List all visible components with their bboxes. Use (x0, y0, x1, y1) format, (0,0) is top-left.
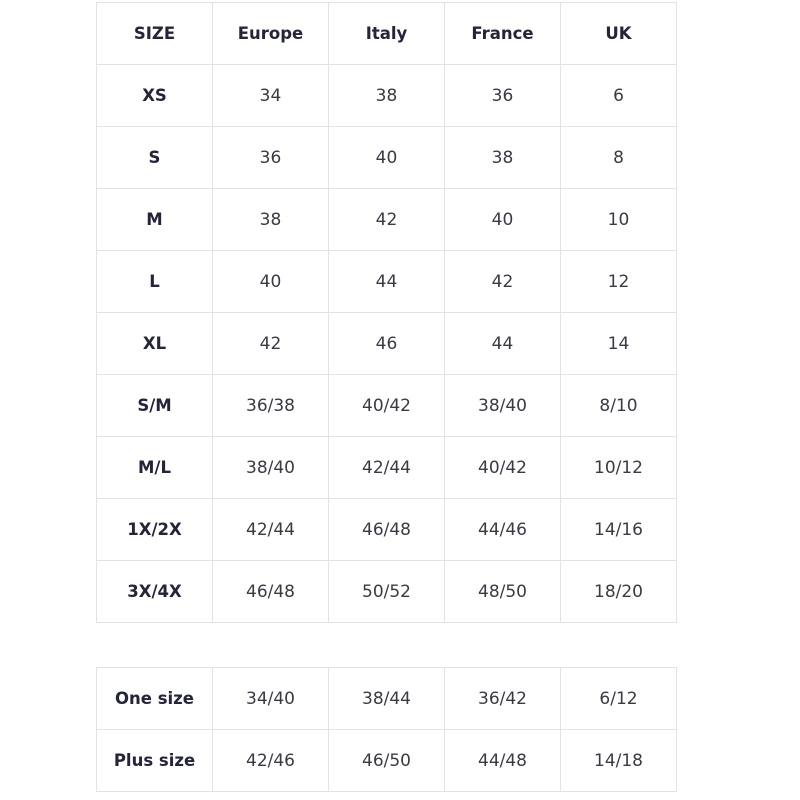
size-value-cell: 44/46 (444, 498, 561, 561)
size-value-cell: 36 (212, 126, 329, 189)
size-value-cell: 44/48 (444, 729, 561, 792)
size-value-cell: 42/44 (328, 436, 445, 499)
size-value-cell: 38/40 (444, 374, 561, 437)
size-label-cell: XL (96, 312, 213, 375)
size-value-cell: 46/50 (328, 729, 445, 792)
size-label-cell: Plus size (96, 729, 213, 792)
size-value-cell: 40 (444, 188, 561, 251)
column-header: UK (560, 2, 677, 65)
size-value-cell: 44 (444, 312, 561, 375)
size-label-cell: 1X/2X (96, 498, 213, 561)
size-value-cell: 40/42 (444, 436, 561, 499)
size-value-cell: 14/18 (560, 729, 677, 792)
size-label-cell: One size (96, 667, 213, 730)
size-value-cell: 42/46 (212, 729, 329, 792)
size-value-cell: 48/50 (444, 560, 561, 623)
table-row: One size 34/40 38/44 36/42 6/12 (96, 667, 677, 730)
table-row: 1X/2X 42/44 46/48 44/46 14/16 (96, 498, 677, 561)
size-label-cell: S/M (96, 374, 213, 437)
size-value-cell: 42 (444, 250, 561, 313)
size-value-cell: 36/42 (444, 667, 561, 730)
size-value-cell: 46/48 (212, 560, 329, 623)
size-label-cell: M (96, 188, 213, 251)
size-label-cell: XS (96, 64, 213, 127)
special-sizes-table: One size 34/40 38/44 36/42 6/12 Plus size 42/4… (96, 667, 677, 792)
size-value-cell: 44 (328, 250, 445, 313)
size-value-cell: 38/44 (328, 667, 445, 730)
size-value-cell: 38 (444, 126, 561, 189)
size-value-cell: 34 (212, 64, 329, 127)
column-header: France (444, 2, 561, 65)
size-value-cell: 14 (560, 312, 677, 375)
size-value-cell: 6 (560, 64, 677, 127)
size-value-cell: 42/44 (212, 498, 329, 561)
table-row: XS 34 38 36 6 (96, 64, 677, 127)
size-value-cell: 6/12 (560, 667, 677, 730)
table-row: XL 42 46 44 14 (96, 312, 677, 375)
size-value-cell: 38/40 (212, 436, 329, 499)
size-value-cell: 8/10 (560, 374, 677, 437)
table-row: S 36 40 38 8 (96, 126, 677, 189)
size-value-cell: 8 (560, 126, 677, 189)
size-value-cell: 38 (212, 188, 329, 251)
size-label-cell: L (96, 250, 213, 313)
column-header: SIZE (96, 2, 213, 65)
size-value-cell: 14/16 (560, 498, 677, 561)
size-value-cell: 42 (328, 188, 445, 251)
size-value-cell: 40 (328, 126, 445, 189)
table-row: S/M 36/38 40/42 38/40 8/10 (96, 374, 677, 437)
table-row: L 40 44 42 12 (96, 250, 677, 313)
size-conversion-table: SIZE Europe Italy France UK XS 34 38 36 6 S 36 40 38 8… (96, 2, 677, 623)
column-header: Italy (328, 2, 445, 65)
size-value-cell: 46 (328, 312, 445, 375)
size-value-cell: 34/40 (212, 667, 329, 730)
size-value-cell: 36/38 (212, 374, 329, 437)
size-value-cell: 40/42 (328, 374, 445, 437)
size-value-cell: 40 (212, 250, 329, 313)
column-header: Europe (212, 2, 329, 65)
size-value-cell: 42 (212, 312, 329, 375)
size-label-cell: S (96, 126, 213, 189)
size-value-cell: 12 (560, 250, 677, 313)
table-row: 3X/4X 46/48 50/52 48/50 18/20 (96, 560, 677, 623)
table-row: Plus size 42/46 46/50 44/48 14/18 (96, 729, 677, 792)
size-value-cell: 46/48 (328, 498, 445, 561)
size-value-cell: 18/20 (560, 560, 677, 623)
table-row: M 38 42 40 10 (96, 188, 677, 251)
size-label-cell: 3X/4X (96, 560, 213, 623)
size-value-cell: 10 (560, 188, 677, 251)
size-label-cell: M/L (96, 436, 213, 499)
size-value-cell: 36 (444, 64, 561, 127)
header-row: SIZE Europe Italy France UK (96, 2, 677, 65)
size-value-cell: 50/52 (328, 560, 445, 623)
table-row: M/L 38/40 42/44 40/42 10/12 (96, 436, 677, 499)
size-value-cell: 38 (328, 64, 445, 127)
size-value-cell: 10/12 (560, 436, 677, 499)
